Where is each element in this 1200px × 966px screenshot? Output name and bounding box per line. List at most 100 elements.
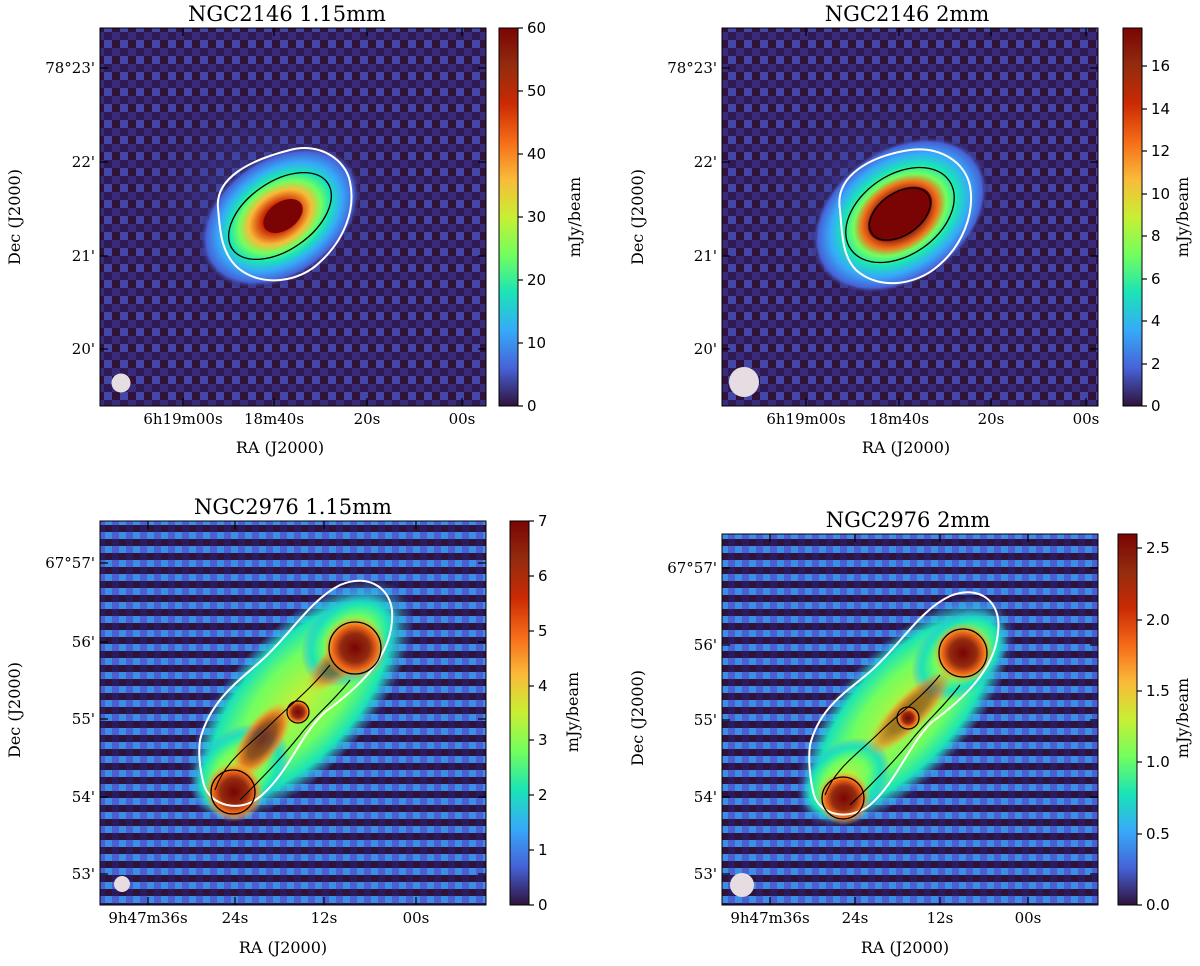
x-ticks bbox=[769, 534, 1029, 905]
x-tick-label: 24s bbox=[842, 909, 869, 927]
colorbar-tick: 14 bbox=[1151, 100, 1170, 118]
colorbar-tick: 2 bbox=[1151, 355, 1161, 373]
y-axis-label: Dec (J2000) bbox=[628, 670, 647, 766]
panel-ngc2146-2mm: NGC2146 2mm 6h19m00s 18m40s 20s 00s 78°2… bbox=[628, 2, 1192, 457]
contour-outer bbox=[808, 591, 1000, 816]
x-tick-label: 00s bbox=[449, 410, 476, 428]
y-tick-label: 22' bbox=[694, 153, 717, 171]
colorbar-tick: 3 bbox=[538, 731, 548, 749]
colorbar-tick: 7 bbox=[538, 512, 548, 530]
y-tick-label: 20' bbox=[72, 340, 95, 358]
panel-ngc2976-2mm: NGC2976 2mm 9h47m36s 24s 12s 00s bbox=[628, 508, 1192, 957]
colorbar-tick: 6 bbox=[1151, 270, 1161, 288]
contour-mid bbox=[824, 674, 961, 806]
colorbar-tick: 0 bbox=[527, 397, 537, 415]
y-tick-label: 20' bbox=[694, 340, 717, 358]
chart-title: NGC2976 2mm bbox=[826, 508, 991, 532]
colorbar-tick: 16 bbox=[1151, 57, 1170, 75]
x-ticks bbox=[182, 28, 463, 406]
plot-frame bbox=[721, 27, 1099, 407]
plot-frame bbox=[99, 27, 487, 407]
x-tick-label: 9h47m36s bbox=[730, 909, 809, 927]
y-tick-label: 78°23' bbox=[45, 59, 95, 77]
colorbar-label: mJy/beam bbox=[563, 672, 582, 752]
colorbar-tick: 2 bbox=[538, 786, 548, 804]
plot-frame bbox=[99, 520, 487, 906]
x-tick-label: 20s bbox=[354, 410, 381, 428]
colorbar: 0 2 4 6 8 10 12 14 16 mJy/beam bbox=[1122, 27, 1192, 415]
y-ticks bbox=[100, 67, 486, 350]
contour-outer bbox=[838, 148, 972, 284]
panel-ngc2976-115mm: NGC2976 1.15mm 9h47m36s 24s 12s bbox=[5, 495, 582, 957]
colorbar-tick: 20 bbox=[527, 271, 546, 289]
x-tick-label: 6h19m00s bbox=[143, 410, 222, 428]
colorbar-tick: 8 bbox=[1151, 227, 1161, 245]
colorbar-tick: 4 bbox=[538, 677, 548, 695]
y-axis-label: Dec (J2000) bbox=[628, 169, 647, 265]
contour-inner bbox=[328, 621, 382, 675]
colorbar-tick: 2.5 bbox=[1146, 539, 1170, 557]
map-image bbox=[722, 28, 1098, 406]
x-tick-label: 20s bbox=[978, 410, 1005, 428]
x-axis-label: RA (J2000) bbox=[236, 438, 324, 457]
colorbar-tick: 6 bbox=[538, 567, 548, 585]
y-tick-label: 22' bbox=[72, 153, 95, 171]
colorbar-tick: 40 bbox=[527, 145, 546, 163]
colorbar-tick: 0 bbox=[1151, 397, 1161, 415]
colorbar-tick: 50 bbox=[527, 82, 546, 100]
colorbar-tick: 4 bbox=[1151, 312, 1161, 330]
contour-inner bbox=[227, 171, 333, 261]
colorbar: 0 1 2 3 4 5 6 7 mJy/beam bbox=[509, 512, 582, 914]
y-axis-label: Dec (J2000) bbox=[5, 169, 24, 265]
colorbar-tick: 0.0 bbox=[1146, 896, 1170, 914]
y-tick-label: 67°57' bbox=[45, 554, 95, 572]
y-tick-label: 53' bbox=[694, 865, 717, 883]
x-ticks bbox=[805, 28, 1087, 406]
contour-inner bbox=[210, 769, 256, 815]
y-tick-label: 54' bbox=[694, 788, 717, 806]
colorbar-tick: 0 bbox=[538, 896, 548, 914]
y-tick-label: 67°57' bbox=[667, 559, 717, 577]
y-tick-label: 56' bbox=[72, 633, 95, 651]
colorbar: 0.0 0.5 1.0 1.5 2.0 2.5 mJy/beam bbox=[1117, 533, 1192, 914]
colorbar-tick: 60 bbox=[527, 19, 546, 37]
map-image bbox=[100, 521, 486, 905]
beam-marker bbox=[114, 876, 130, 892]
contour-inner bbox=[821, 776, 865, 820]
y-tick-label: 55' bbox=[72, 710, 95, 728]
y-tick-label: 21' bbox=[694, 247, 717, 265]
colorbar-tick: 12 bbox=[1151, 142, 1170, 160]
colorbar-label: mJy/beam bbox=[1173, 678, 1192, 758]
x-axis-label: RA (J2000) bbox=[239, 938, 327, 957]
colorbar-tick: 5 bbox=[538, 622, 548, 640]
y-tick-label: 54' bbox=[72, 788, 95, 806]
contour-mid bbox=[214, 664, 351, 801]
colorbar: 0 10 20 30 40 50 60 mJy/beam bbox=[498, 19, 584, 415]
x-tick-label: 12s bbox=[927, 909, 954, 927]
colorbar-tick: 10 bbox=[1151, 185, 1170, 203]
y-tick-label: 78°23' bbox=[667, 59, 717, 77]
chart-title: NGC2976 1.15mm bbox=[194, 495, 392, 519]
contour-inner bbox=[938, 628, 988, 678]
colorbar-label: mJy/beam bbox=[565, 177, 584, 257]
y-axis-label: Dec (J2000) bbox=[5, 662, 24, 758]
x-tick-label: 18m40s bbox=[869, 410, 929, 428]
contour-outer bbox=[216, 147, 353, 282]
x-tick-label: 24s bbox=[222, 909, 249, 927]
beam-marker bbox=[111, 373, 131, 393]
contour-inner bbox=[845, 166, 955, 264]
x-axis-label: RA (J2000) bbox=[862, 438, 950, 457]
x-tick-label: 18m40s bbox=[244, 410, 304, 428]
y-tick-label: 55' bbox=[694, 711, 717, 729]
y-ticks bbox=[722, 67, 1098, 350]
x-tick-label: 6h19m00s bbox=[766, 410, 845, 428]
colorbar-tick: 0.5 bbox=[1146, 825, 1170, 843]
colorbar-tick: 1.5 bbox=[1146, 682, 1170, 700]
contour-inner bbox=[286, 700, 310, 724]
x-axis-label: RA (J2000) bbox=[861, 938, 949, 957]
panel-ngc2146-115mm: NGC2146 1.15mm 6h19m00s 18m40s 20s 00s 7… bbox=[5, 2, 584, 457]
beam-marker bbox=[729, 367, 759, 397]
x-tick-label: 12s bbox=[311, 909, 338, 927]
